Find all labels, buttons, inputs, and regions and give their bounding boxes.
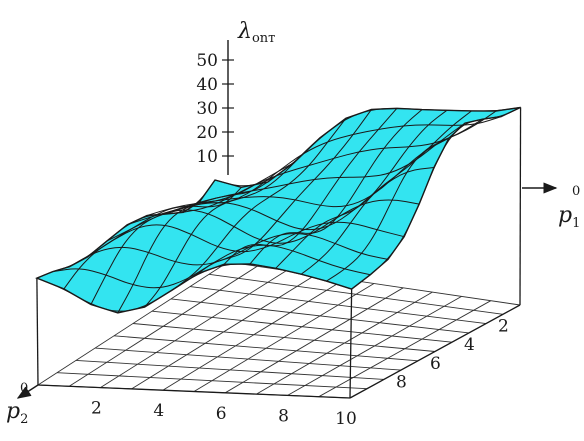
floor-grid xyxy=(37,261,521,399)
z-tick-label: 30 xyxy=(196,99,218,119)
surface-mesh-line xyxy=(183,118,483,213)
box-edge xyxy=(519,107,522,306)
p1-tick-label: 8 xyxy=(396,372,407,392)
p1-tick-label: 4 xyxy=(464,335,475,355)
surface-mesh-line xyxy=(90,181,269,305)
surface-mesh-line xyxy=(171,117,347,292)
surface-mesh-line xyxy=(126,167,434,231)
floor-grid-line xyxy=(151,310,453,343)
surface-mesh-line xyxy=(87,221,405,258)
floor-grid-line xyxy=(224,287,404,394)
p2-axis-title: p2 xyxy=(6,399,28,427)
floor-grid-line xyxy=(287,296,462,396)
floor-grid-line xyxy=(170,298,470,334)
p2-tick-labels: 2 4 6 8 10 xyxy=(91,399,357,429)
surface-mesh-line xyxy=(52,244,371,289)
floor-grid-line xyxy=(318,300,492,398)
surface-mesh-line xyxy=(117,162,295,314)
z-tick-label: 50 xyxy=(196,51,218,71)
z-tick-label: 40 xyxy=(196,75,218,95)
z-tick-label: 10 xyxy=(196,147,218,167)
surface-mesh-line xyxy=(326,110,497,282)
box-edges xyxy=(36,107,522,399)
p2-tick-label: 10 xyxy=(335,409,357,429)
p2-tick-label: 8 xyxy=(278,406,289,426)
floor-grid-line xyxy=(189,286,487,325)
p1-tick-labels: 2 4 6 8 xyxy=(396,317,509,393)
z-tick-label: 20 xyxy=(196,123,218,143)
p2-axis-arrow xyxy=(16,384,39,399)
box-edge xyxy=(349,304,521,399)
surface-mesh-line xyxy=(223,107,398,265)
surface-mesh-line xyxy=(275,109,448,269)
floor-grid-line xyxy=(132,323,436,352)
box-edge xyxy=(36,278,39,386)
surface-mesh-line xyxy=(300,110,472,275)
p2-tick-label: 2 xyxy=(91,399,102,419)
p1-axis-title-sup: 0 xyxy=(572,184,580,199)
p1-tick-label: 6 xyxy=(430,354,441,374)
floor-grid-line xyxy=(256,291,433,395)
p2-axis-title-sup: 0 xyxy=(20,381,28,396)
p1-axis-title: p1 xyxy=(558,203,580,231)
p2-tick-label: 6 xyxy=(216,404,227,424)
p1-tick-label: 2 xyxy=(498,317,509,337)
surface-mesh-line xyxy=(249,109,423,265)
box-edge xyxy=(349,289,353,399)
z-axis-title: λonт xyxy=(237,19,275,46)
surface-outline xyxy=(35,106,521,314)
box-edge xyxy=(37,384,351,399)
surface-mesh-line xyxy=(106,199,420,244)
z-ticks: 10 20 30 40 50 xyxy=(196,51,234,167)
floor-grid-line xyxy=(208,273,504,315)
surface-mesh-line xyxy=(146,137,450,217)
p2-tick-label: 4 xyxy=(153,401,164,421)
